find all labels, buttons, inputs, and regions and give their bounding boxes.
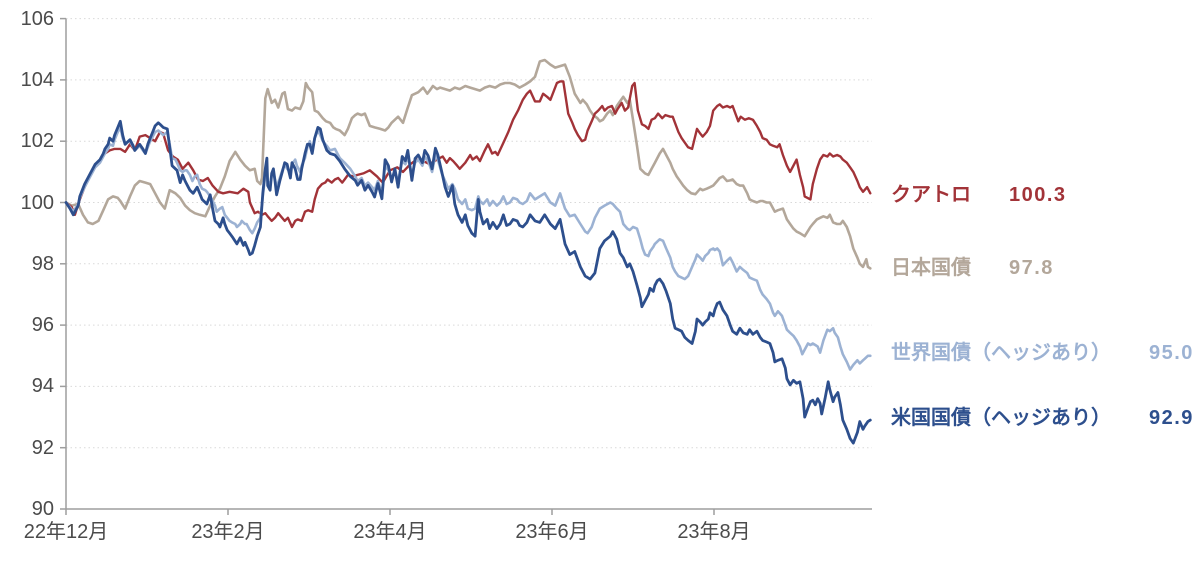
- legend-row-world-gov-bond-hedged: 世界国債（ヘッジあり） 95.0: [891, 340, 1194, 366]
- legend-value-quatro: 100.3: [1009, 184, 1067, 206]
- x-axis-label-0: 22年12月: [23, 521, 109, 543]
- series-line-1: [64, 58, 872, 270]
- x-axis-label-4: 23年8月: [677, 521, 751, 543]
- legend-value-world-gov-bond-hedged: 95.0: [1149, 342, 1194, 364]
- series-line-3: [64, 119, 872, 445]
- y-axis-label-104: 104: [20, 69, 54, 91]
- y-axis-label-102: 102: [20, 130, 54, 152]
- legend-label-japan-gov-bond: 日本国債: [891, 257, 971, 279]
- y-axis-label-92: 92: [31, 437, 54, 459]
- y-axis-label-100: 100: [20, 192, 54, 214]
- y-axis-label-96: 96: [31, 314, 54, 336]
- series-line-0: [64, 80, 872, 229]
- legend-row-us-gov-bond-hedged: 米国国債（ヘッジあり） 92.9: [891, 405, 1194, 431]
- y-axis-label-98: 98: [31, 253, 54, 275]
- legend-row-japan-gov-bond: 日本国債 97.8: [891, 255, 1054, 281]
- legend-label-quatro: クアトロ: [891, 184, 971, 206]
- y-axis-label-106: 106: [20, 8, 54, 30]
- x-axis-label-3: 23年6月: [515, 521, 589, 543]
- legend-label-world-gov-bond-hedged: 世界国債（ヘッジあり）: [891, 342, 1111, 364]
- legend-value-japan-gov-bond: 97.8: [1009, 257, 1054, 279]
- y-axis-label-90: 90: [31, 498, 54, 520]
- y-axis-label-94: 94: [31, 375, 54, 397]
- legend-value-us-gov-bond-hedged: 92.9: [1149, 407, 1194, 429]
- x-axis-label-1: 23年2月: [191, 521, 265, 543]
- legend-label-us-gov-bond-hedged: 米国国債（ヘッジあり）: [891, 407, 1111, 429]
- legend-row-quatro: クアトロ 100.3: [891, 182, 1067, 208]
- x-axis-label-2: 23年4月: [353, 521, 427, 543]
